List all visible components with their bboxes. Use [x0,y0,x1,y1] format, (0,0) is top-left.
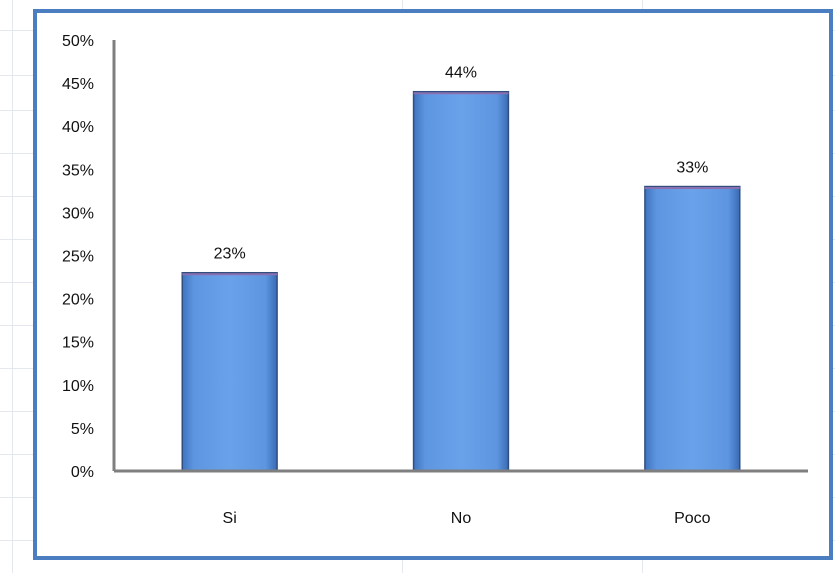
data-label-poco: 33% [676,160,708,177]
bar-no [412,90,510,472]
grid-line [12,0,13,573]
x-axis-labels: Si No Poco [223,510,711,527]
y-tick-label: 35% [62,162,94,179]
y-tick-label: 45% [62,76,94,93]
y-tick-label: 5% [71,421,94,438]
data-labels: 23% 44% 33% [214,65,709,263]
y-tick-label: 40% [62,119,94,136]
x-tick-label-si: Si [223,510,237,527]
y-tick-label: 10% [62,378,94,395]
y-tick-label: 0% [71,464,94,481]
y-tick-label: 25% [62,249,94,266]
y-tick-label: 30% [62,205,94,222]
y-axis-ticks: 0% 5% 10% 15% 20% 25% 30% 35% 40% 45% 50% [62,33,94,481]
x-tick-label-poco: Poco [674,510,711,527]
data-label-no: 44% [445,65,477,82]
y-tick-label: 15% [62,335,94,352]
bars [181,90,741,472]
bar-si [181,271,278,472]
bar-poco [644,185,741,472]
y-tick-label: 20% [62,292,94,309]
x-tick-label-no: No [451,510,472,527]
data-label-si: 23% [214,246,246,263]
y-tick-label: 50% [62,33,94,50]
